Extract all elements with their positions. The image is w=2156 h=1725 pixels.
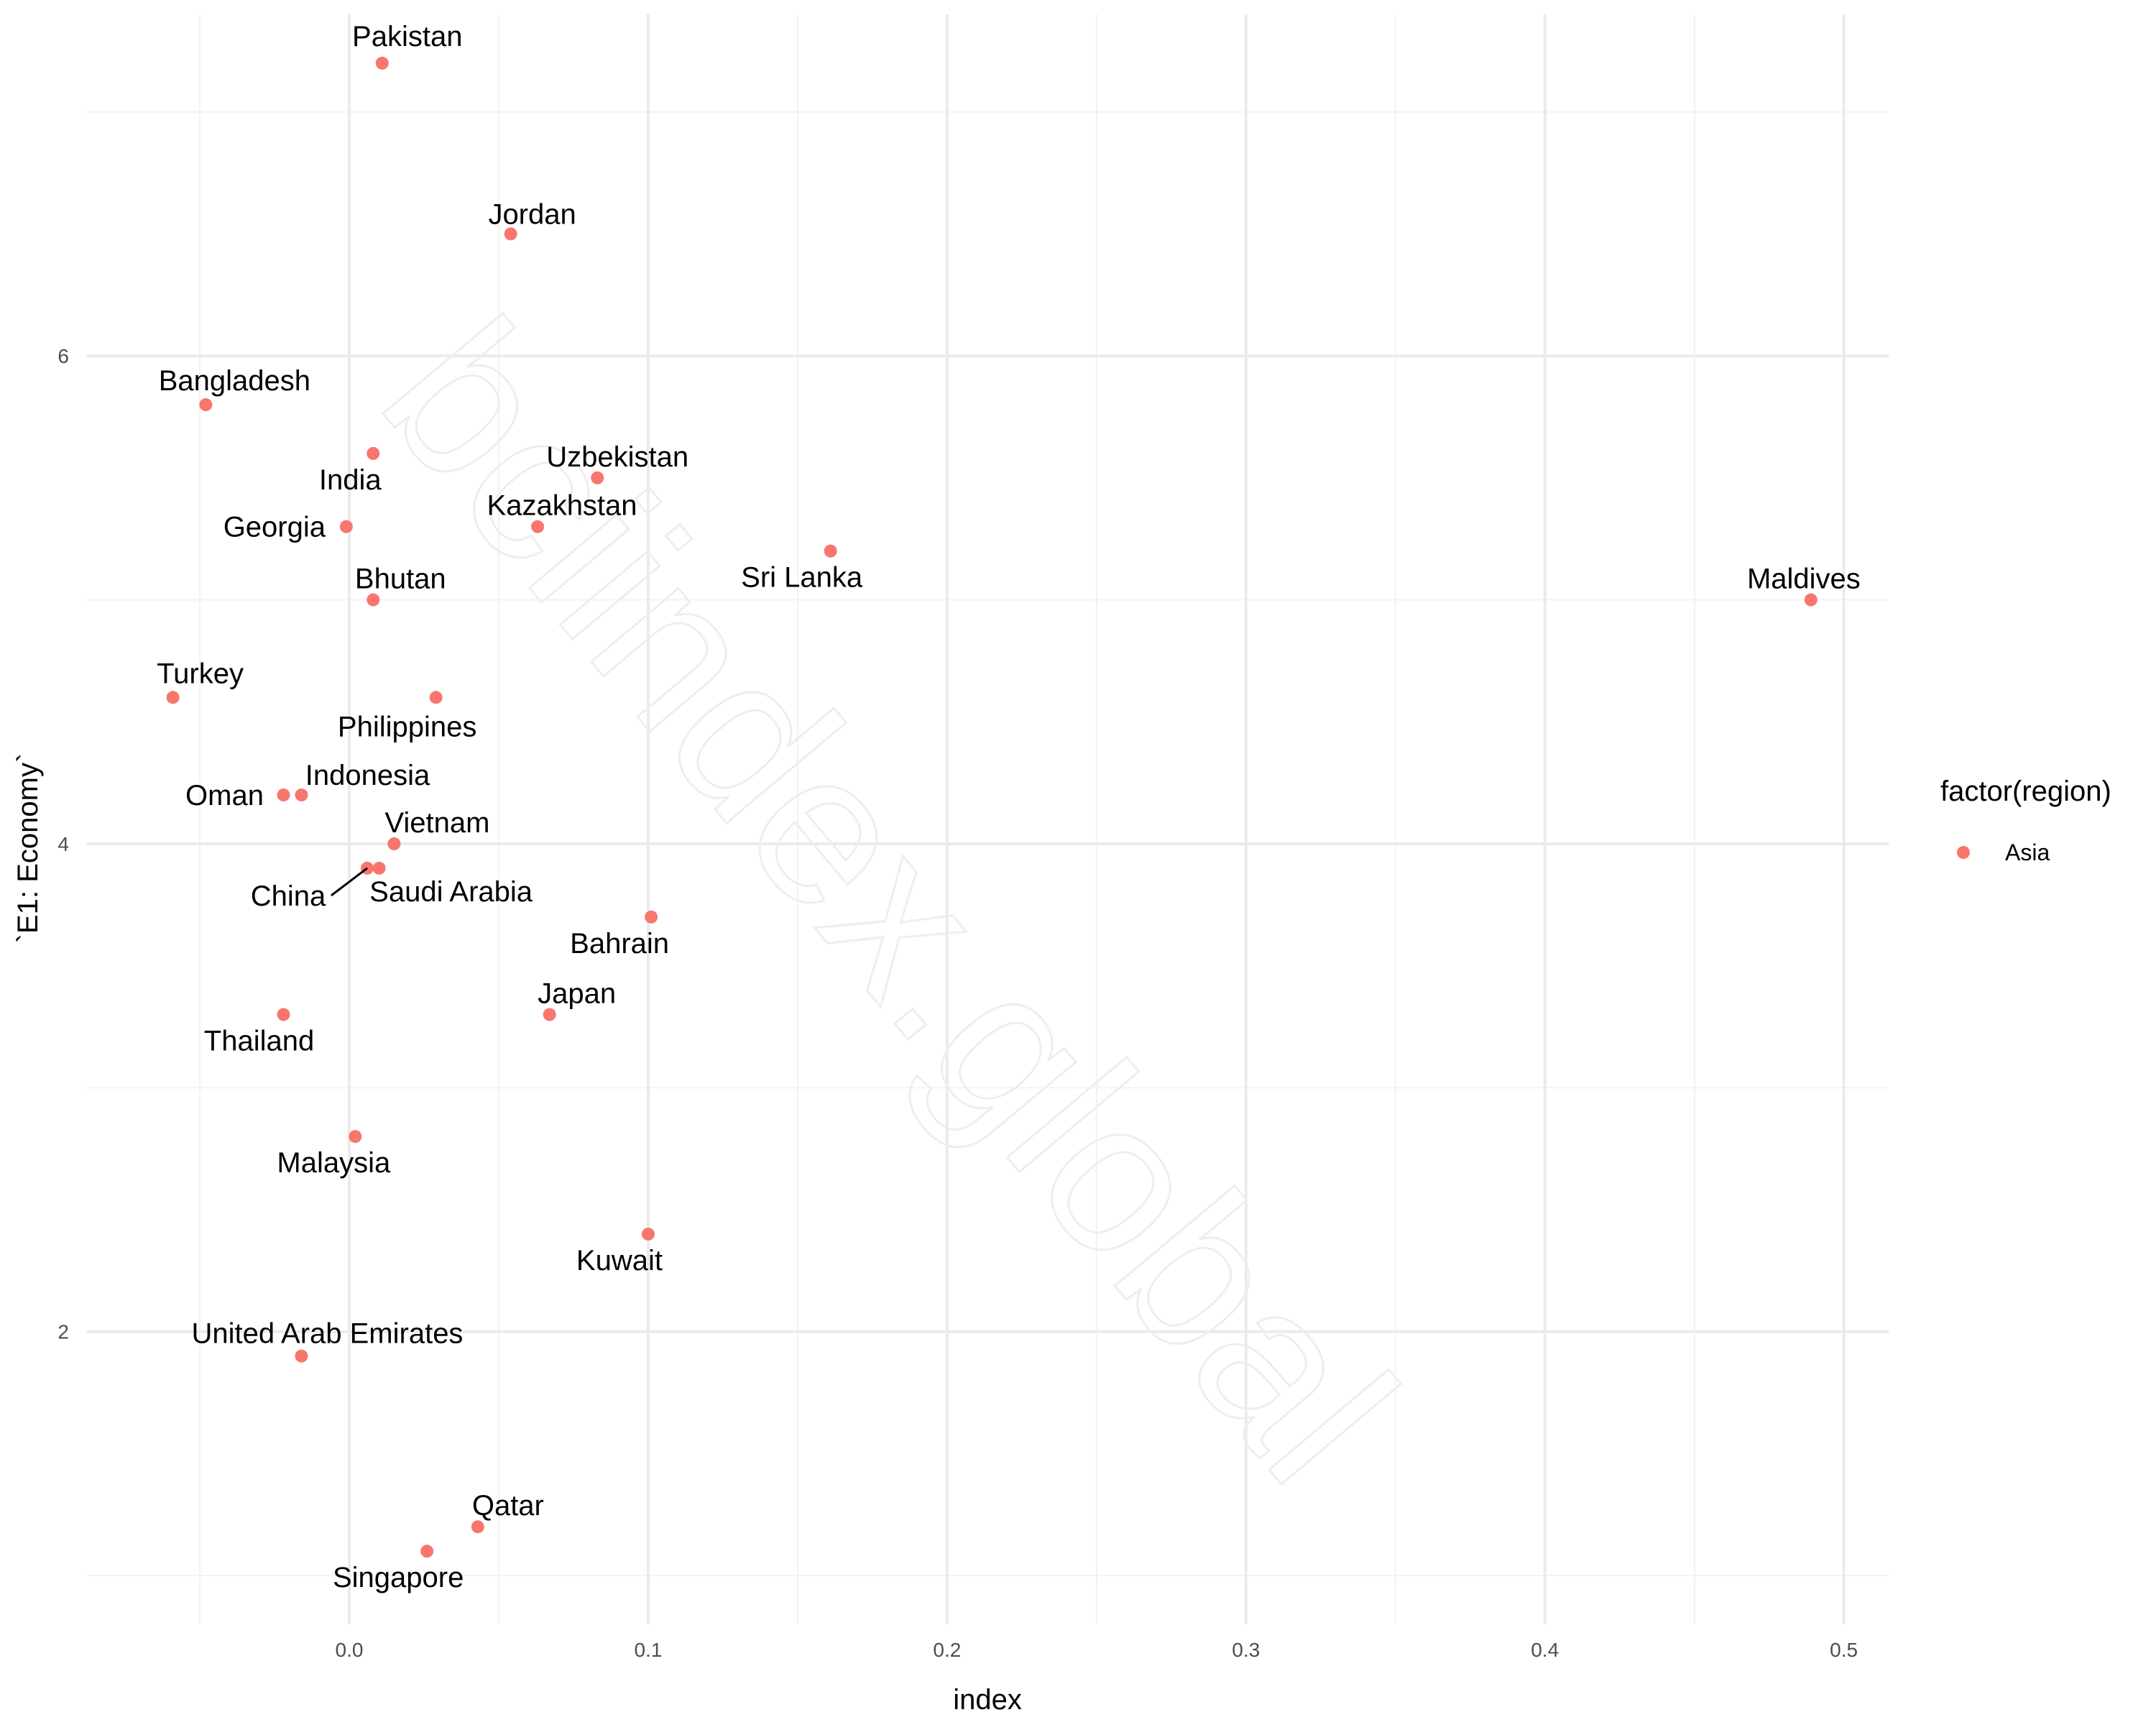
x-tick-label: 0.4 — [1531, 1639, 1559, 1661]
data-point — [387, 837, 401, 850]
y-axis-title: `E1: Economy` — [12, 753, 44, 944]
data-point — [372, 861, 386, 875]
point-label: Kuwait — [576, 1245, 663, 1276]
x-axis-title: index — [953, 1684, 1022, 1716]
point-label: Maldives — [1747, 564, 1861, 595]
point-label: Japan — [538, 978, 616, 1010]
data-point — [339, 520, 353, 533]
axes: 0.0 0.1 0.2 0.3 0.4 0.5 2 4 6 index `E1: Economy` — [12, 345, 1858, 1716]
x-tick-label: 0.0 — [336, 1639, 364, 1661]
y-tick-label: 4 — [57, 833, 69, 855]
data-point — [375, 56, 389, 70]
x-tick-label: 0.5 — [1830, 1639, 1858, 1661]
data-point — [504, 227, 517, 241]
point-label: Georgia — [224, 512, 326, 543]
data-point — [277, 788, 290, 802]
data-point — [199, 398, 213, 412]
x-tick-label: 0.2 — [933, 1639, 961, 1661]
data-point — [645, 910, 658, 924]
legend-key — [1957, 846, 1970, 859]
point-label: Thailand — [204, 1026, 314, 1057]
data-point — [1804, 593, 1818, 607]
point-label: Bhutan — [355, 564, 446, 595]
data-point — [471, 1520, 484, 1534]
point-label: Qatar — [472, 1490, 544, 1522]
point-label: Uzbekistan — [546, 441, 688, 473]
data-point — [543, 1008, 556, 1021]
data-point — [531, 520, 545, 533]
data-point — [277, 1008, 290, 1021]
point-label: Sri Lanka — [741, 562, 863, 594]
x-tick-label: 0.1 — [634, 1639, 662, 1661]
point-label: Kazakhstan — [487, 490, 637, 522]
x-tick-label: 0.3 — [1232, 1639, 1260, 1661]
data-point — [824, 544, 837, 558]
point-label: Bangladesh — [159, 365, 310, 397]
point-label: Vietnam — [384, 807, 489, 839]
data-point — [367, 593, 380, 607]
y-tick-label: 2 — [57, 1321, 69, 1343]
point-label: Philippines — [338, 711, 476, 742]
point-label: Jordan — [488, 198, 576, 230]
data-point — [295, 1349, 308, 1363]
point-labels: Pakistan Jordan Bangladesh India Uzbekistan G… — [157, 21, 1861, 1593]
data-point — [641, 1227, 655, 1241]
data-point — [429, 691, 443, 704]
legend-title: factor(region) — [1940, 776, 2111, 807]
data-point — [349, 1130, 362, 1144]
point-label: United Arab Emirates — [191, 1318, 463, 1350]
point-label: Singapore — [333, 1562, 464, 1593]
legend-label: Asia — [2005, 840, 2050, 865]
data-point — [295, 788, 308, 802]
point-label: Pakistan — [352, 21, 462, 52]
point-label: Oman — [185, 780, 264, 811]
point-label: Saudi Arabia — [369, 876, 533, 908]
data-points — [166, 56, 1818, 1558]
y-tick-label: 6 — [57, 345, 69, 367]
data-point — [367, 446, 380, 460]
data-point — [420, 1545, 434, 1558]
grid-lines — [86, 14, 1889, 1624]
data-point — [166, 691, 180, 704]
legend: factor(region) Asia — [1940, 776, 2111, 865]
label-leader-line — [331, 867, 368, 897]
point-label: Indonesia — [305, 760, 430, 791]
point-label: India — [319, 464, 382, 496]
point-label: Malaysia — [277, 1147, 391, 1179]
point-label: Turkey — [157, 658, 244, 689]
point-label: China — [251, 880, 326, 912]
point-label: Bahrain — [570, 928, 669, 960]
data-point — [591, 471, 604, 484]
